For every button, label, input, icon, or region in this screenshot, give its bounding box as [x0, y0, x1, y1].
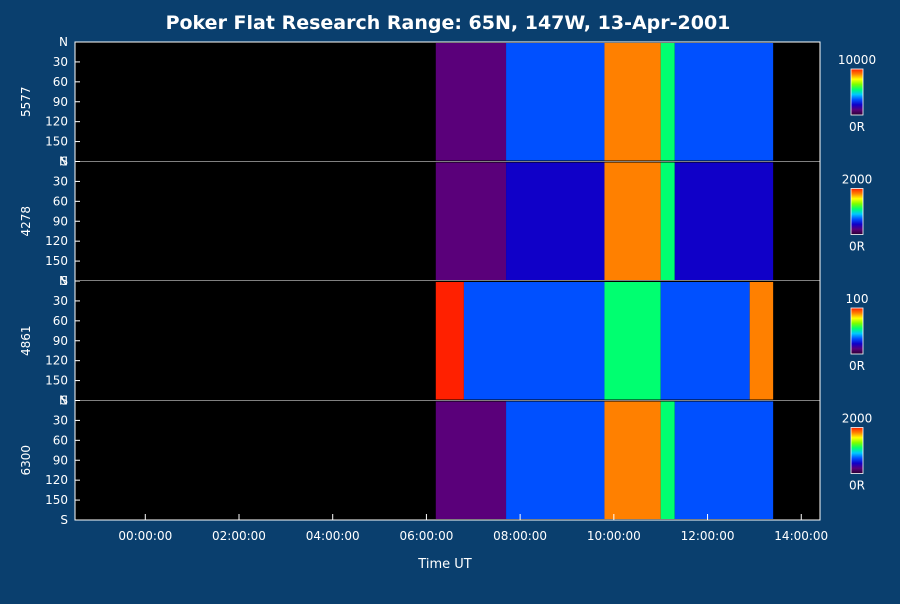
colorbar-min-label: 0R — [849, 479, 865, 493]
x-tick-label: 08:00:00 — [493, 529, 547, 543]
emission-segment — [435, 162, 507, 280]
y-tick-label: N — [59, 155, 68, 169]
y-tick-label: 150 — [45, 493, 68, 507]
emission-segment — [660, 43, 675, 161]
y-tick-label: 90 — [53, 453, 68, 467]
plot-frame — [74, 41, 821, 521]
emission-segment — [506, 401, 605, 519]
x-tick-label: 12:00:00 — [681, 529, 735, 543]
y-tick-label: 60 — [53, 433, 68, 447]
emission-segment — [435, 282, 464, 400]
y-tick-label: 150 — [45, 374, 68, 388]
colorbar-scale — [850, 188, 864, 235]
panel-wavelength-label: 4861 — [19, 325, 33, 356]
x-tick-label: 14:00:00 — [774, 529, 828, 543]
y-tick-label: 60 — [53, 314, 68, 328]
y-tick-label: 60 — [53, 75, 68, 89]
colorbar-min-label: 0R — [849, 240, 865, 254]
colorbars: 10000 0R 2000 0R 100 0R 2000 0R — [838, 53, 876, 493]
x-tick-label: 00:00:00 — [118, 529, 172, 543]
x-axis-label: Time UT — [417, 557, 471, 572]
y-tick-label: 90 — [53, 95, 68, 109]
emission-segment — [674, 162, 774, 280]
colorbar-max-label: 2000 — [842, 173, 873, 187]
emission-segment — [660, 162, 675, 280]
colorbar-min-label: 0R — [849, 359, 865, 373]
emission-segment — [506, 162, 605, 280]
panel-4278: N 30 60 90 120 150 S 4278 — [19, 155, 820, 288]
x-tick-label: 06:00:00 — [399, 529, 453, 543]
y-tick-label: S — [60, 274, 68, 288]
y-tick-label: 120 — [45, 354, 68, 368]
emission-segment — [435, 43, 507, 161]
y-tick-label: S — [60, 394, 68, 408]
panel-6300: N 30 60 90 120 150 S 6300 — [19, 394, 820, 527]
y-tick-label: 60 — [53, 194, 68, 208]
y-tick-label: 30 — [53, 174, 68, 188]
emission-segment — [463, 282, 605, 400]
panel-wavelength-label: 6300 — [19, 445, 33, 476]
panel-wavelength-label: 4278 — [19, 206, 33, 237]
keogram-panels: N 30 60 90 120 150 S 5577 N 30 60 90 120 150 S 4278 N 30 6… — [19, 35, 821, 527]
y-tick-label: S — [60, 155, 68, 169]
y-tick-label: 150 — [45, 135, 68, 149]
x-axis: 00:00:00 02:00:00 04:00:00 06:00:00 08:00:00… — [118, 514, 828, 543]
y-tick-label: 120 — [45, 473, 68, 487]
y-tick-label: 30 — [53, 294, 68, 308]
y-tick-label: 30 — [53, 413, 68, 427]
emission-segment — [604, 401, 661, 519]
emission-segment — [604, 282, 661, 400]
colorbar-max-label: 10000 — [838, 53, 876, 67]
colorbar-min-label: 0R — [849, 120, 865, 134]
colorbar-4861: 100 0R — [846, 292, 869, 373]
colorbar-scale — [850, 68, 864, 116]
colorbar-scale — [850, 427, 864, 474]
y-tick-label: N — [59, 274, 68, 288]
panel-wavelength-label: 5577 — [19, 86, 33, 117]
emission-segment — [435, 401, 507, 519]
chart-title: Poker Flat Research Range: 65N, 147W, 13… — [166, 12, 731, 34]
y-tick-label: 120 — [45, 115, 68, 129]
y-tick-label: 90 — [53, 334, 68, 348]
emission-segment — [604, 43, 661, 161]
colorbar-4278: 2000 0R — [842, 173, 873, 254]
emission-segment — [660, 282, 750, 400]
panel-4861: N 30 60 90 120 150 S 4861 — [19, 274, 820, 408]
emission-segment — [674, 43, 774, 161]
x-tick-label: 04:00:00 — [306, 529, 360, 543]
emission-segment — [506, 43, 605, 161]
colorbar-max-label: 100 — [846, 292, 869, 306]
emission-segment — [674, 401, 774, 519]
colorbar-6300: 2000 0R — [842, 412, 873, 493]
x-tick-label: 10:00:00 — [587, 529, 641, 543]
y-tick-label: S — [60, 513, 68, 527]
y-tick-label: 150 — [45, 254, 68, 268]
y-tick-label: N — [59, 35, 68, 49]
x-tick-label: 02:00:00 — [212, 529, 266, 543]
colorbar-5577: 10000 0R — [838, 53, 876, 134]
y-tick-label: 90 — [53, 214, 68, 228]
colorbar-max-label: 2000 — [842, 412, 873, 426]
emission-segment — [749, 282, 774, 400]
emission-segment — [660, 401, 675, 519]
colorbar-scale — [850, 307, 864, 355]
y-tick-label: 30 — [53, 55, 68, 69]
y-tick-label: 120 — [45, 234, 68, 248]
panel-5577: N 30 60 90 120 150 S 5577 — [19, 35, 820, 169]
y-tick-label: N — [59, 394, 68, 408]
emission-segment — [604, 162, 661, 280]
